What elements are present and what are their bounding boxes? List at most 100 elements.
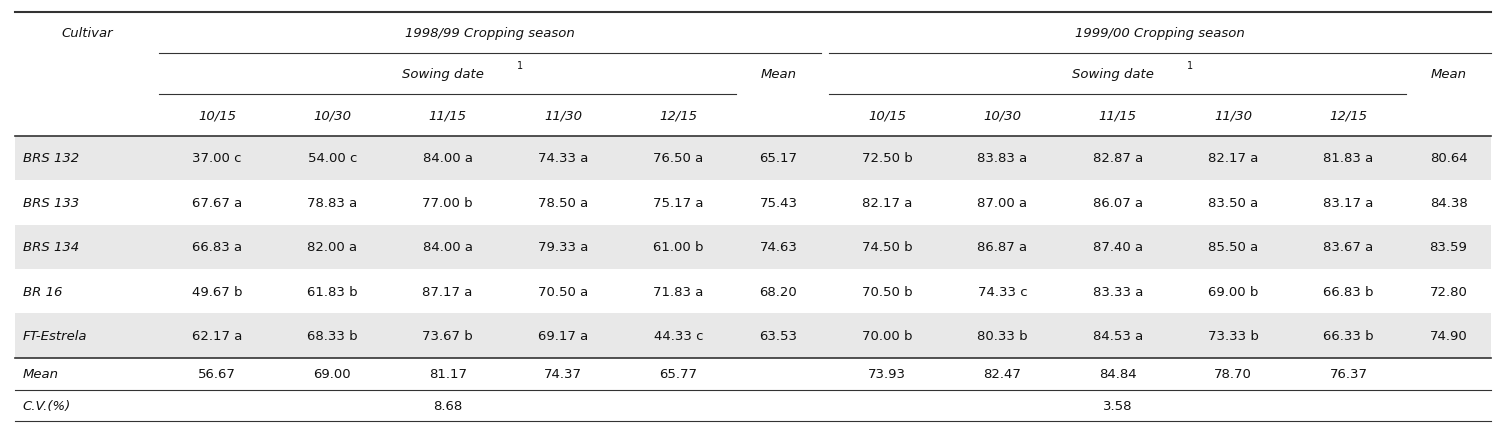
- Text: 73.67 b: 73.67 b: [422, 329, 473, 342]
- Bar: [15, 270, 1491, 314]
- Text: 10/30: 10/30: [983, 109, 1021, 122]
- Text: 73.33 b: 73.33 b: [1208, 329, 1259, 342]
- Text: Sowing date: Sowing date: [1072, 68, 1154, 81]
- Text: 66.33 b: 66.33 b: [1324, 329, 1373, 342]
- Text: Sowing date: Sowing date: [402, 68, 483, 81]
- Text: 1998/99 Cropping season: 1998/99 Cropping season: [405, 27, 575, 40]
- Text: 83.50 a: 83.50 a: [1208, 197, 1258, 209]
- Text: 82.87 a: 82.87 a: [1093, 152, 1143, 165]
- Text: 61.00 b: 61.00 b: [654, 241, 703, 254]
- Text: 1999/00 Cropping season: 1999/00 Cropping season: [1075, 27, 1245, 40]
- Text: Mean: Mean: [1431, 68, 1467, 81]
- Text: 1: 1: [517, 61, 523, 71]
- Text: 75.43: 75.43: [759, 197, 798, 209]
- Text: 67.67 a: 67.67 a: [191, 197, 242, 209]
- Text: 78.83 a: 78.83 a: [307, 197, 357, 209]
- Text: 66.83 b: 66.83 b: [1324, 285, 1373, 298]
- Text: 68.33 b: 68.33 b: [307, 329, 357, 342]
- Text: 74.50 b: 74.50 b: [861, 241, 913, 254]
- Text: 76.37: 76.37: [1330, 367, 1367, 381]
- Text: 83.17 a: 83.17 a: [1324, 197, 1373, 209]
- Text: 84.00 a: 84.00 a: [423, 241, 473, 254]
- Text: 1: 1: [1187, 61, 1193, 71]
- Text: 87.00 a: 87.00 a: [977, 197, 1027, 209]
- Text: 70.00 b: 70.00 b: [861, 329, 913, 342]
- Text: 62.17 a: 62.17 a: [191, 329, 242, 342]
- Text: 82.17 a: 82.17 a: [861, 197, 913, 209]
- Text: 77.00 b: 77.00 b: [422, 197, 473, 209]
- Text: 83.59: 83.59: [1429, 241, 1467, 254]
- Text: 3.58: 3.58: [1102, 399, 1133, 412]
- Text: 54.00 c: 54.00 c: [307, 152, 357, 165]
- Text: 11/15: 11/15: [1099, 109, 1137, 122]
- Text: 66.83 a: 66.83 a: [191, 241, 242, 254]
- Text: 70.50 b: 70.50 b: [861, 285, 913, 298]
- Text: 70.50 a: 70.50 a: [538, 285, 589, 298]
- Text: 83.33 a: 83.33 a: [1092, 285, 1143, 298]
- Text: 76.50 a: 76.50 a: [654, 152, 703, 165]
- Text: 81.17: 81.17: [429, 367, 467, 381]
- Text: 11/30: 11/30: [544, 109, 581, 122]
- Bar: [15, 225, 1491, 270]
- Text: 84.84: 84.84: [1099, 367, 1137, 381]
- Text: 84.53 a: 84.53 a: [1093, 329, 1143, 342]
- Text: 87.17 a: 87.17 a: [423, 285, 473, 298]
- Text: 79.33 a: 79.33 a: [538, 241, 589, 254]
- Text: BRS 133: BRS 133: [23, 197, 78, 209]
- Text: 82.17 a: 82.17 a: [1208, 152, 1259, 165]
- Text: 82.00 a: 82.00 a: [307, 241, 357, 254]
- Text: 72.50 b: 72.50 b: [861, 152, 913, 165]
- Text: BR 16: BR 16: [23, 285, 62, 298]
- Text: 87.40 a: 87.40 a: [1093, 241, 1143, 254]
- Text: BRS 134: BRS 134: [23, 241, 78, 254]
- Text: 37.00 c: 37.00 c: [193, 152, 241, 165]
- Text: 61.83 b: 61.83 b: [307, 285, 357, 298]
- Text: 65.77: 65.77: [660, 367, 697, 381]
- Text: 72.80: 72.80: [1429, 285, 1467, 298]
- Text: 82.47: 82.47: [983, 367, 1021, 381]
- Text: 68.20: 68.20: [759, 285, 797, 298]
- Bar: [15, 136, 1491, 181]
- Text: 10/15: 10/15: [197, 109, 236, 122]
- Text: 56.67: 56.67: [197, 367, 236, 381]
- Text: 69.00: 69.00: [313, 367, 351, 381]
- Text: 74.90: 74.90: [1429, 329, 1467, 342]
- Text: 81.83 a: 81.83 a: [1324, 152, 1373, 165]
- Text: 12/15: 12/15: [1330, 109, 1367, 122]
- Text: 74.63: 74.63: [759, 241, 797, 254]
- Text: 12/15: 12/15: [660, 109, 697, 122]
- Text: 78.50 a: 78.50 a: [538, 197, 589, 209]
- Text: Mean: Mean: [761, 68, 797, 81]
- Text: 74.33 a: 74.33 a: [538, 152, 589, 165]
- Text: 74.37: 74.37: [544, 367, 581, 381]
- Text: 63.53: 63.53: [759, 329, 798, 342]
- Text: 78.70: 78.70: [1214, 367, 1251, 381]
- Text: 44.33 c: 44.33 c: [654, 329, 703, 342]
- Bar: [15, 314, 1491, 358]
- Text: 49.67 b: 49.67 b: [191, 285, 242, 298]
- Text: 84.00 a: 84.00 a: [423, 152, 473, 165]
- Text: C.V.(%): C.V.(%): [23, 399, 71, 412]
- Text: 11/30: 11/30: [1214, 109, 1251, 122]
- Text: 73.93: 73.93: [867, 367, 907, 381]
- Text: 8.68: 8.68: [434, 399, 462, 412]
- Text: Mean: Mean: [23, 367, 59, 381]
- Text: 83.83 a: 83.83 a: [977, 152, 1027, 165]
- Text: 80.33 b: 80.33 b: [977, 329, 1027, 342]
- Text: FT-Estrela: FT-Estrela: [23, 329, 87, 342]
- Text: 10/30: 10/30: [313, 109, 351, 122]
- Text: 84.38: 84.38: [1429, 197, 1467, 209]
- Text: 85.50 a: 85.50 a: [1208, 241, 1258, 254]
- Text: 86.87 a: 86.87 a: [977, 241, 1027, 254]
- Text: 83.67 a: 83.67 a: [1324, 241, 1373, 254]
- Text: 65.17: 65.17: [759, 152, 798, 165]
- Bar: [15, 181, 1491, 225]
- Text: 69.17 a: 69.17 a: [538, 329, 589, 342]
- Text: Cultivar: Cultivar: [62, 27, 113, 40]
- Text: 71.83 a: 71.83 a: [654, 285, 703, 298]
- Text: 10/15: 10/15: [867, 109, 907, 122]
- Text: 74.33 c: 74.33 c: [977, 285, 1027, 298]
- Text: 86.07 a: 86.07 a: [1093, 197, 1143, 209]
- Text: 11/15: 11/15: [429, 109, 467, 122]
- Text: BRS 132: BRS 132: [23, 152, 78, 165]
